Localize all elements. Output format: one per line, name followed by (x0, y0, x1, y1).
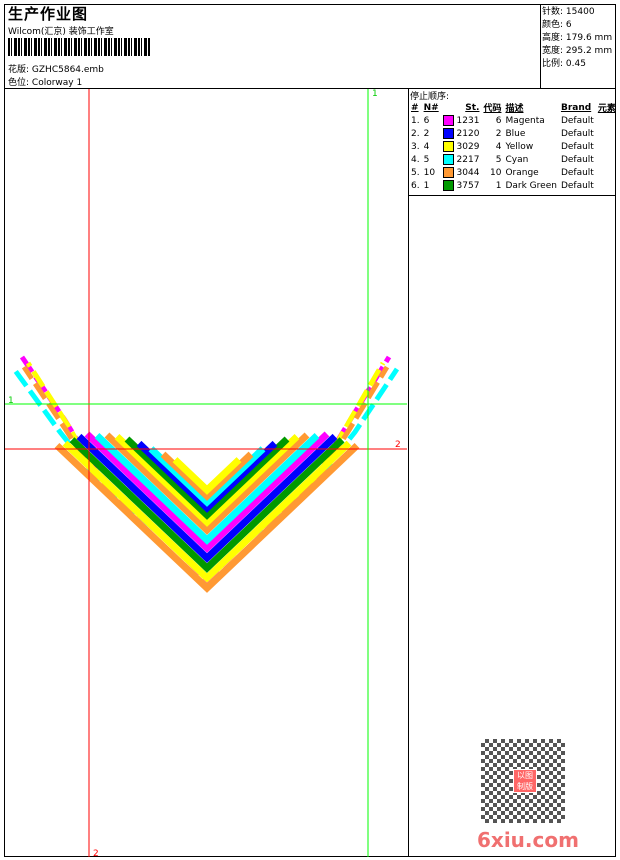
color-swatch (442, 180, 454, 191)
needle-cell: 1 (423, 180, 430, 191)
needle-cell: 2 (423, 128, 430, 139)
needle-cell: 4 (423, 141, 430, 152)
embroidery-chevron (76, 433, 338, 563)
page-title: 生产作业图 (8, 5, 89, 23)
color-code: 1 (495, 180, 502, 191)
column-header: N# (423, 102, 439, 113)
needle-cell: 6 (423, 115, 430, 126)
column-header: St. (465, 102, 480, 113)
green-guide-label: 1 (8, 396, 14, 406)
thread-brand: Default (560, 180, 594, 191)
thread-brand: Default (560, 115, 594, 126)
color-code: 10 (490, 167, 502, 178)
color-swatch (442, 167, 454, 178)
watermark-logo: 6xiu.com (477, 828, 579, 852)
embroidery-chevron (104, 432, 310, 535)
color-description: Magenta (505, 115, 545, 126)
page-frame (4, 4, 616, 857)
embroidery-arm (21, 365, 390, 581)
stitch-cell: 3029 (441, 140, 482, 153)
embroidery-chevron (148, 446, 266, 507)
thread-brand: Default (560, 167, 594, 178)
column-header: 元素 (597, 104, 616, 114)
color-description: Dark Green (505, 180, 557, 191)
header-divider (4, 88, 616, 89)
stop-index: 5. (411, 167, 420, 178)
stop-sequence-table: # N# St. 代码 描述 Brand 元素 1. 6 1231 6 Magenta De… (409, 101, 618, 192)
color-description: Yellow (505, 141, 534, 152)
side-panel-divider (408, 88, 409, 857)
needle-cell: 10 (423, 167, 436, 178)
embroidery-chevron (114, 433, 300, 527)
design-file: 花版: GZHC5864.emb (8, 65, 104, 75)
barcode (8, 38, 150, 56)
stop-index: 3. (411, 141, 420, 152)
stop-row: 4. 5 2217 5 Cyan Default (409, 153, 618, 166)
stop-index: 2. (411, 128, 420, 139)
embroidery-chevron (84, 431, 330, 553)
design-scale: 比例: 0.45 (542, 59, 586, 69)
column-header: 描述 (505, 104, 524, 114)
table-divider (408, 195, 616, 196)
colorway: 色位: Colorway 1 (8, 78, 83, 88)
green-guide-label: 1 (372, 89, 378, 99)
stop-index: 1. (411, 115, 420, 126)
column-header: Brand (560, 102, 592, 113)
thread-brand: Default (560, 128, 594, 139)
stitch-cell: 3044 (441, 166, 482, 179)
design-width: 宽度: 295.2 mm (542, 46, 613, 56)
stop-row: 2. 2 2120 2 Blue Default (409, 127, 618, 140)
stitch-count: 针数: 15400 (542, 7, 595, 17)
color-swatch (442, 141, 454, 152)
embroidery-chevron (62, 440, 352, 583)
stop-row: 3. 4 3029 4 Yellow Default (409, 140, 618, 153)
stitch-cell: 1231 (441, 114, 482, 127)
color-swatch (442, 115, 454, 126)
design-height: 高度: 179.6 mm (542, 33, 613, 43)
embroidery-chevron (160, 451, 254, 501)
stop-row: 6. 1 3757 1 Dark Green Default (409, 179, 618, 192)
color-code: 6 (495, 115, 502, 126)
stop-row: 5. 10 3044 10 Orange Default (409, 166, 618, 179)
stitch-cell: 2217 (441, 153, 482, 166)
stitch-cell: 2120 (441, 127, 482, 140)
color-swatch (442, 154, 454, 165)
thread-brand: Default (560, 154, 594, 165)
color-description: Orange (505, 167, 539, 178)
red-guide-label: 2 (93, 849, 99, 859)
embroidery-chevron (124, 436, 290, 520)
embroidery-chevron (136, 440, 278, 513)
seal-stamp: 以图 制版 (513, 769, 537, 793)
color-swatch (442, 128, 454, 139)
embroidery-chevron (172, 457, 242, 495)
qr-code: 以图 制版 (481, 739, 565, 823)
stitch-cell: 3757 (441, 179, 482, 192)
stop-sequence-title: 停止顺序: (410, 92, 450, 102)
embroidery-chevron (94, 432, 320, 545)
color-code: 4 (495, 141, 502, 152)
thread-brand: Default (560, 141, 594, 152)
stop-index: 6. (411, 180, 420, 191)
design-info: 针数: 15400 颜色: 6 高度: 179.6 mm 宽度: 295.2 m… (542, 6, 612, 71)
color-code: 5 (495, 154, 502, 165)
color-description: Blue (505, 128, 526, 139)
column-header: # (411, 102, 419, 113)
color-code: 2 (495, 128, 502, 139)
stop-row: 1. 6 1231 6 Magenta Default (409, 114, 618, 127)
embroidery-chevron (54, 442, 360, 593)
embroidery-chevron (69, 437, 345, 573)
needle-cell: 5 (423, 154, 430, 165)
color-description: Cyan (505, 154, 529, 165)
color-count: 颜色: 6 (542, 20, 572, 30)
company-name: Wilcom(汇京) 装饰工作室 (8, 27, 114, 37)
stop-index: 4. (411, 154, 420, 165)
info-divider (540, 4, 541, 88)
column-header: 代码 (483, 104, 502, 114)
red-guide-label: 2 (395, 440, 401, 450)
